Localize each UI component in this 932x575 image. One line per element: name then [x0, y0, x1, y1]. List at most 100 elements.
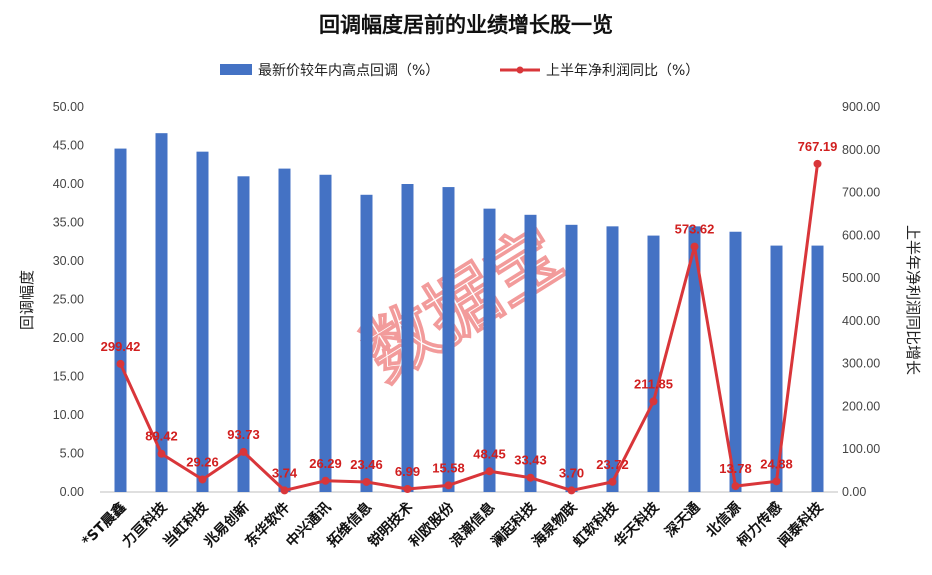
y-tick-label: 25.00 — [53, 293, 84, 307]
x-tick-label: 锐明技术 — [365, 499, 417, 551]
data-label: 23.72 — [596, 457, 629, 472]
data-label: 299.42 — [101, 339, 141, 354]
legend-bar-swatch — [220, 64, 252, 75]
y2-tick-label: 100.00 — [842, 442, 880, 456]
bar — [278, 168, 291, 492]
data-label: 13.78 — [719, 461, 752, 476]
y-tick-label: 10.00 — [53, 408, 84, 422]
line-point — [813, 159, 822, 168]
line-point — [608, 477, 617, 486]
line-point — [444, 481, 453, 490]
x-tick-label: 兆易创新 — [201, 499, 253, 551]
y2-tick-label: 600.00 — [842, 228, 880, 242]
bar — [360, 194, 373, 492]
bar — [442, 187, 455, 492]
data-label: 48.45 — [473, 446, 506, 461]
x-tick-label: 闻泰科技 — [775, 498, 827, 550]
bar — [647, 235, 660, 492]
y2-tick-label: 700.00 — [842, 186, 880, 200]
y-tick-label: 5.00 — [60, 447, 84, 461]
line-point — [116, 359, 125, 368]
x-tick-label: 华天科技 — [611, 498, 663, 550]
line-point — [526, 473, 535, 482]
line-point — [731, 482, 740, 491]
chart-title: 回调幅度居前的业绩增长股一览 — [319, 13, 613, 37]
data-label: 211.85 — [634, 376, 673, 391]
bar — [196, 151, 209, 492]
x-tick-label: 中兴通讯 — [283, 499, 335, 551]
data-label: 89.42 — [145, 429, 178, 444]
line-point — [321, 476, 330, 485]
y-tick-label: 30.00 — [53, 254, 84, 268]
data-label: 93.73 — [227, 427, 260, 442]
line-point — [239, 447, 248, 456]
bar — [565, 224, 578, 492]
y-axis: 0.00 5.00 10.00 15.00 20.00 25.00 30.00 35.00 40… — [53, 100, 84, 499]
data-label: 15.58 — [432, 460, 465, 475]
bar — [811, 245, 824, 492]
bar — [319, 174, 332, 492]
line-point — [157, 449, 166, 458]
bar — [114, 148, 127, 492]
data-label: 3.74 — [272, 465, 298, 480]
line-point — [690, 242, 699, 251]
y2-tick-label: 800.00 — [842, 143, 880, 157]
y2-tick-label: 200.00 — [842, 399, 880, 413]
data-label: 767.19 — [798, 139, 838, 154]
y2-tick-label: 500.00 — [842, 271, 880, 285]
line-point — [772, 477, 781, 486]
y-tick-label: 20.00 — [53, 331, 84, 345]
bar — [155, 133, 168, 492]
x-tick-label: 拓维信息 — [324, 499, 376, 551]
data-label: 573.62 — [675, 222, 715, 237]
legend: 最新价较年内高点回调（%） 上半年净利润同比（%） — [220, 62, 699, 79]
x-tick-label: 深天通 — [662, 499, 704, 541]
line-series: 299.42 89.42 29.26 93.73 3.74 26.29 23.46 6.99 1… — [101, 139, 838, 495]
y-axis-title: 回调幅度 — [18, 270, 36, 330]
y-tick-label: 15.00 — [53, 370, 84, 384]
y2-tick-label: 900.00 — [842, 100, 880, 114]
bar — [237, 176, 250, 493]
y2-tick-label: 0.00 — [842, 485, 866, 499]
line-point — [198, 475, 207, 484]
line-point — [280, 486, 289, 495]
line-point — [485, 467, 494, 476]
line-point — [649, 397, 658, 406]
series-line — [119, 163, 819, 492]
y2-axis-title: 上半年净利润同比增长 — [904, 225, 922, 375]
legend-line-marker — [516, 66, 524, 74]
y-tick-label: 50.00 — [53, 100, 84, 114]
legend-bar-label: 最新价较年内高点回调（%） — [258, 62, 439, 79]
bar — [483, 208, 496, 492]
y-tick-label: 40.00 — [53, 177, 84, 191]
y2-tick-label: 400.00 — [842, 314, 880, 328]
y-tick-label: 0.00 — [60, 485, 84, 499]
y-tick-label: 45.00 — [53, 139, 84, 153]
y2-tick-label: 300.00 — [842, 357, 880, 371]
line-point — [362, 477, 371, 486]
line-point — [567, 486, 576, 495]
x-tick-label: 东华软件 — [242, 499, 294, 551]
line-point — [403, 485, 412, 494]
watermark: 数据宝 — [349, 211, 577, 397]
data-label: 33.43 — [514, 453, 547, 468]
data-label: 29.26 — [186, 454, 219, 469]
x-tick-label: 柯力传感 — [734, 499, 786, 551]
y-tick-label: 35.00 — [53, 216, 84, 230]
bar — [401, 184, 414, 492]
bar — [729, 231, 742, 493]
bar — [524, 214, 537, 493]
data-label: 23.46 — [350, 457, 383, 472]
bar-series — [114, 133, 824, 493]
data-label: 6.99 — [395, 464, 420, 479]
bar — [606, 226, 619, 492]
data-label: 24.88 — [760, 456, 793, 471]
bar — [688, 226, 701, 492]
legend-line-label: 上半年净利润同比（%） — [546, 63, 699, 79]
bar — [770, 245, 783, 492]
data-label: 3.70 — [559, 465, 584, 480]
y2-axis: 0.00 100.00 200.00 300.00 400.00 500.00 600.00… — [842, 100, 880, 499]
data-label: 26.29 — [309, 456, 342, 471]
x-axis: *ST晨鑫力亘科技当虹科技兆易创新东华软件中兴通讯拓维信息锐明技术利欧股份浪潮信… — [78, 498, 827, 550]
